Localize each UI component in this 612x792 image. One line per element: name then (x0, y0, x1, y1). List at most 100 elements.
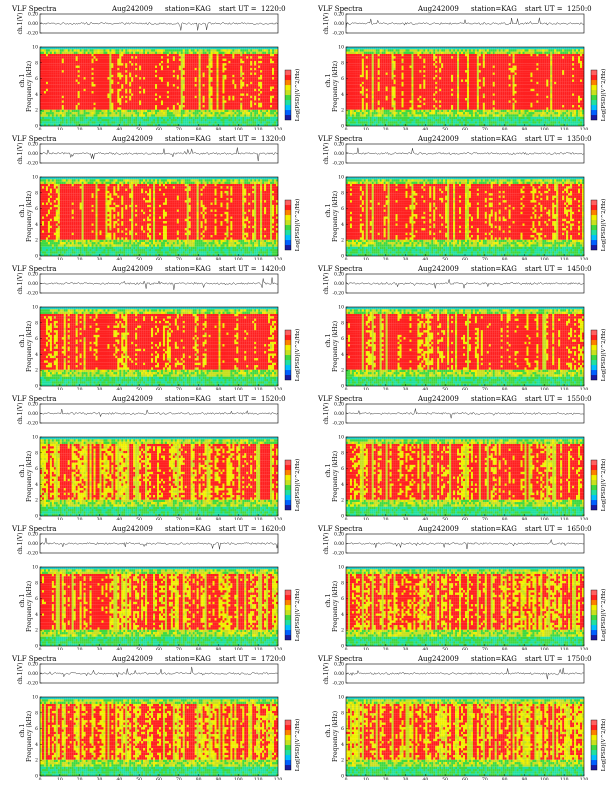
spectrogram-cell (238, 81, 241, 85)
spectrogram-cell (276, 109, 279, 113)
spectrogram-cell (157, 121, 160, 124)
spectrogram-cell (232, 119, 235, 122)
spectrogram-cell (174, 109, 177, 113)
spectrogram-cell (55, 119, 58, 122)
spectrogram-cell (186, 67, 189, 71)
spectrogram-cell (200, 102, 203, 106)
spectrogram-cell (85, 95, 88, 99)
spectrogram-cell (385, 56, 388, 59)
spectrogram-cell (357, 114, 360, 117)
spectrogram-cell (363, 109, 366, 113)
spectrogram-cell (180, 58, 183, 61)
spectrogram-cell (109, 109, 112, 113)
spectrogram-cell (69, 51, 72, 55)
spectrogram-cell (147, 47, 150, 50)
spectrogram-cell (95, 79, 98, 82)
spectrogram-cell (391, 53, 394, 57)
spectrogram-cell (250, 58, 253, 61)
spectrogram-cell (228, 102, 231, 106)
spectrogram-cell (51, 81, 54, 85)
spectrogram-cell (198, 86, 201, 89)
spectrogram-cell (55, 93, 58, 96)
spectrogram-cell (268, 67, 271, 71)
spectrogram-cell (347, 60, 351, 64)
spectrogram-cell (377, 51, 380, 55)
spectrogram-cell (234, 88, 237, 92)
spectrogram-cell (349, 86, 352, 89)
spectrogram-cell (244, 86, 247, 89)
spectrogram-cell (216, 114, 219, 117)
spectrogram-cell (65, 91, 68, 94)
spectrogram-cell (218, 49, 221, 52)
spectrogram-cell (246, 95, 249, 99)
spectrogram-cell (107, 114, 110, 117)
spectrogram-cell (41, 109, 45, 113)
spectrogram-cell (371, 56, 374, 59)
spectrogram-cell (270, 86, 273, 89)
spectrogram-cell (216, 88, 219, 92)
spectrogram-cell (274, 114, 277, 117)
spectrogram-cell (172, 63, 175, 66)
spectrogram-cell (97, 123, 100, 127)
spectrogram-cell (121, 53, 124, 57)
spectrogram-cell (216, 86, 219, 89)
spectrogram-cell (385, 123, 388, 127)
spectrogram-cell (262, 107, 265, 110)
spectrogram-cell (190, 77, 193, 80)
spectrogram-cell (162, 88, 165, 92)
spectrogram-cell (357, 123, 360, 127)
spectrogram-cell (196, 81, 199, 85)
spectrogram-cell (230, 84, 233, 87)
spectrogram-cell (143, 51, 146, 55)
spectrogram-cell (119, 72, 122, 75)
spectrogram-cell (107, 91, 110, 94)
spectrogram-cell (361, 95, 364, 99)
spectrogram-cell (270, 72, 273, 75)
spectrogram-cell (69, 49, 72, 52)
spectrogram-cell (351, 119, 354, 122)
spectrogram-cell (262, 72, 265, 75)
spectrogram-cell (198, 112, 201, 115)
spectrogram-cell (133, 114, 136, 117)
spectrogram-cell (244, 70, 247, 73)
spectrogram-cell (85, 72, 88, 75)
spectrogram-cell (274, 81, 277, 85)
spectrogram-cell (99, 102, 102, 106)
spectrogram-cell (51, 91, 54, 94)
spectrogram-cell (349, 93, 352, 96)
spectrogram-cell (168, 114, 171, 117)
spectrogram-cell (393, 47, 396, 50)
spectrogram-cell (220, 114, 223, 117)
spectrogram-cell (365, 114, 368, 117)
spectrogram-cell (97, 47, 100, 50)
spectrogram-cell (141, 77, 144, 80)
spectrogram-cell (129, 93, 132, 96)
spectrogram-cell (260, 91, 263, 94)
spectrogram-cell (361, 93, 364, 96)
spectrogram-cell (55, 107, 58, 110)
spectrogram-cell (117, 58, 120, 61)
spectrogram-cell (202, 88, 205, 92)
spectrogram-cell (184, 74, 187, 78)
spectrogram-cell (91, 88, 94, 92)
spectrogram-cell (101, 63, 104, 66)
spectrogram-cell (43, 93, 46, 96)
spectrogram-cell (182, 70, 185, 73)
spectrogram-cell (346, 88, 349, 92)
spectrogram-cell (162, 93, 165, 96)
spectrogram-cell (81, 109, 84, 113)
spectrogram-cell (107, 100, 110, 103)
colorbar-swatch (285, 70, 291, 76)
spectrogram-cell (41, 107, 45, 110)
spectrogram-cell (202, 60, 205, 64)
spectrogram-cell (351, 105, 354, 108)
spectrogram-cell (256, 119, 259, 122)
spectrogram-cell (218, 114, 221, 117)
spectrogram-cell (174, 95, 177, 99)
spectrogram-cell (83, 107, 86, 110)
spectrogram-cell (359, 60, 362, 64)
spectrogram-cell (206, 47, 209, 50)
spectrogram-cell (109, 114, 112, 117)
spectrogram-cell (87, 51, 90, 55)
spectrogram-cell (373, 67, 376, 71)
